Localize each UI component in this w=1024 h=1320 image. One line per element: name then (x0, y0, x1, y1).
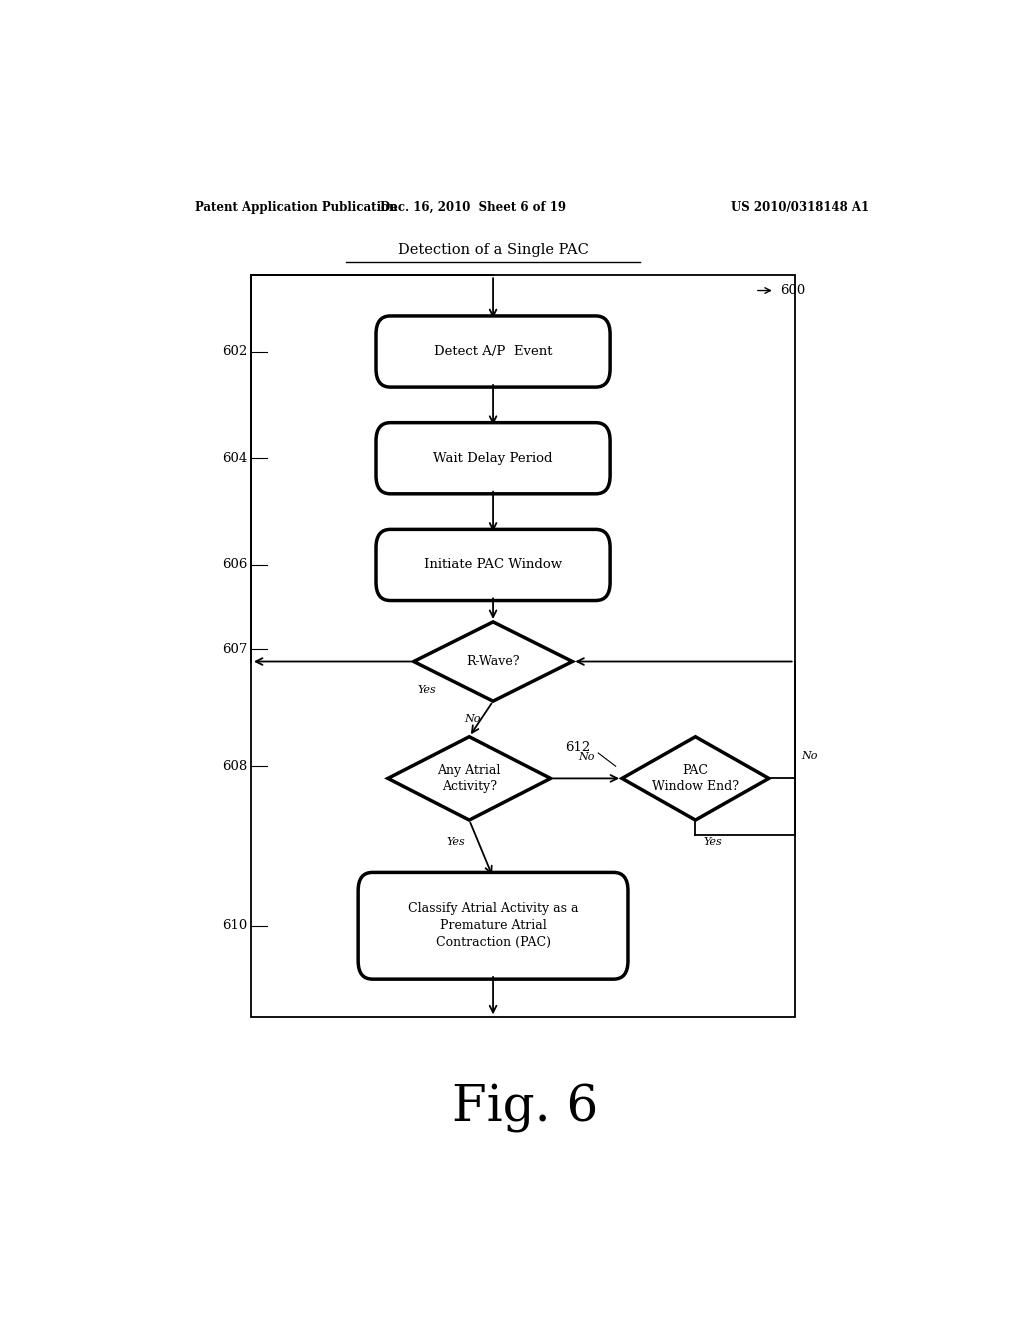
FancyBboxPatch shape (376, 422, 610, 494)
Text: Yes: Yes (418, 685, 436, 694)
Text: Yes: Yes (446, 837, 465, 847)
Text: 610: 610 (222, 919, 247, 932)
Text: Wait Delay Period: Wait Delay Period (433, 451, 553, 465)
Text: No: No (579, 752, 595, 762)
Text: Classify Atrial Activity as a
Premature Atrial
Contraction (PAC): Classify Atrial Activity as a Premature … (408, 903, 579, 949)
Polygon shape (388, 737, 551, 820)
Text: Patent Application Publication: Patent Application Publication (196, 201, 398, 214)
Text: 608: 608 (222, 760, 247, 772)
Text: 600: 600 (780, 284, 806, 297)
Text: 612: 612 (565, 742, 590, 755)
Text: Detection of a Single PAC: Detection of a Single PAC (397, 243, 589, 257)
Text: 604: 604 (222, 451, 247, 465)
Text: Any Atrial
Activity?: Any Atrial Activity? (437, 764, 501, 793)
Text: R-Wave?: R-Wave? (466, 655, 520, 668)
Text: Dec. 16, 2010  Sheet 6 of 19: Dec. 16, 2010 Sheet 6 of 19 (380, 201, 566, 214)
Polygon shape (414, 622, 572, 701)
Polygon shape (622, 737, 769, 820)
FancyBboxPatch shape (358, 873, 628, 979)
Bar (251, 276, 795, 1018)
Text: 606: 606 (221, 558, 247, 572)
FancyBboxPatch shape (376, 529, 610, 601)
Text: 607: 607 (221, 643, 247, 656)
Text: No: No (801, 751, 817, 762)
Text: Fig. 6: Fig. 6 (452, 1084, 598, 1134)
FancyBboxPatch shape (376, 315, 610, 387)
Text: 602: 602 (222, 345, 247, 358)
Text: No: No (465, 714, 481, 725)
Text: Detect A/P  Event: Detect A/P Event (434, 345, 552, 358)
Text: PAC
Window End?: PAC Window End? (652, 764, 739, 793)
Text: US 2010/0318148 A1: US 2010/0318148 A1 (731, 201, 869, 214)
Text: Initiate PAC Window: Initiate PAC Window (424, 558, 562, 572)
Text: Yes: Yes (703, 837, 722, 847)
